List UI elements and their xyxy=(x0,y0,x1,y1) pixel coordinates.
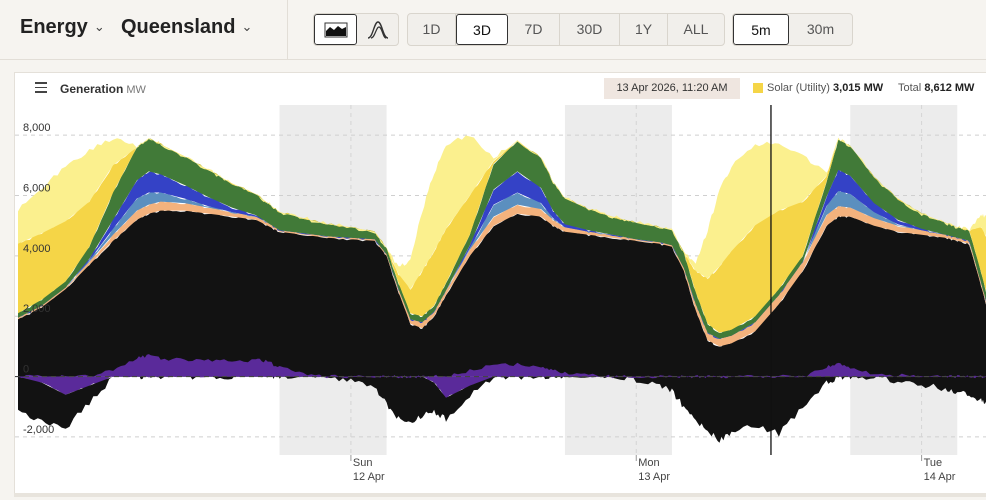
x-tick-date-2: 14 Apr xyxy=(924,471,956,483)
range-button-7d[interactable]: 7D xyxy=(508,14,560,45)
hover-timestamp: 13 Apr 2026, 11:20 AM xyxy=(604,78,740,99)
series-area-wind xyxy=(18,138,986,339)
y-tick-label-4: 0 xyxy=(23,364,29,376)
line-chart-button[interactable] xyxy=(357,14,398,45)
panel-bottom-border xyxy=(14,493,986,497)
interval-selector: 5m 30m xyxy=(732,13,853,46)
generation-panel: Generation MW 13 Apr 2026, 11:20 AM Solar… xyxy=(14,72,986,494)
region-selector[interactable]: Queensland ⌄ xyxy=(121,16,252,39)
y-tick-label-0: 8,000 xyxy=(23,122,51,134)
total-value: 8,612 MW xyxy=(924,82,975,94)
metric-label: Energy xyxy=(20,16,88,38)
panel-unit: MW xyxy=(126,84,146,96)
series-area-battery-charging xyxy=(18,375,986,399)
series-area-battery-charging-upper xyxy=(18,354,986,379)
panel-title-text: Generation xyxy=(60,82,124,96)
range-button-1d[interactable]: 1D xyxy=(408,14,456,45)
chart-mode-toggle xyxy=(313,13,399,46)
panel-title: Generation MW xyxy=(60,82,146,96)
interval-button-5m[interactable]: 5m xyxy=(733,14,789,45)
range-button-30d[interactable]: 30D xyxy=(560,14,620,45)
stacked-area-button[interactable] xyxy=(314,14,357,45)
chevron-down-icon: ⌄ xyxy=(241,19,253,34)
x-tick-date-0: 12 Apr xyxy=(353,471,385,483)
x-tick-day-0: Sun xyxy=(353,457,373,469)
x-tick-day-1: Mon xyxy=(638,457,659,469)
series-area-pumps-exports xyxy=(18,373,986,443)
chevron-down-icon: ⌄ xyxy=(93,19,105,34)
y-tick-label-3: 2,000 xyxy=(23,303,51,315)
panel-header: Generation MW 13 Apr 2026, 11:20 AM Solar… xyxy=(15,73,986,103)
x-tick-day-2: Tue xyxy=(924,457,943,469)
range-button-1y[interactable]: 1Y xyxy=(620,14,668,45)
series-area-solar-rooftop- xyxy=(18,135,986,290)
y-tick-label-2: 4,000 xyxy=(23,243,51,255)
hover-series-name: Solar (Utility) xyxy=(767,82,830,94)
line-chart-icon xyxy=(367,21,388,39)
hover-total-readout: Total 8,612 MW xyxy=(898,82,974,94)
x-tick-date-1: 13 Apr xyxy=(638,471,670,483)
series-area-coal xyxy=(18,209,986,377)
range-selector: 1D 3D 7D 30D 1Y ALL xyxy=(407,13,725,46)
series-area-solar-utility- xyxy=(18,138,986,333)
title-area: Energy ⌄ Queensland ⌄ xyxy=(0,0,288,59)
total-label: Total xyxy=(898,82,922,94)
metric-selector[interactable]: Energy ⌄ xyxy=(20,16,105,39)
hamburger-menu-icon[interactable] xyxy=(35,82,47,93)
y-tick-label-5: -2,000 xyxy=(23,424,54,436)
generation-chart[interactable]: 8,000 6,000 4,000 2,000 0 -2,000 Sun 12 Apr Mon 1… xyxy=(15,73,986,493)
region-label: Queensland xyxy=(121,16,236,38)
interval-button-30m[interactable]: 30m xyxy=(806,21,835,37)
range-button-all[interactable]: ALL xyxy=(683,21,709,37)
hover-series-swatch xyxy=(753,83,763,93)
stacked-area-icon xyxy=(324,22,347,38)
range-button-3d[interactable]: 3D xyxy=(456,14,508,45)
y-tick-label-1: 6,000 xyxy=(23,183,51,195)
hover-series-readout: Solar (Utility) 3,015 MW xyxy=(767,82,883,94)
hover-series-value: 3,015 MW xyxy=(833,82,884,94)
top-toolbar: Energy ⌄ Queensland ⌄ 1D 3D 7D 30D 1Y ALL 5m 30m xyxy=(0,0,986,60)
